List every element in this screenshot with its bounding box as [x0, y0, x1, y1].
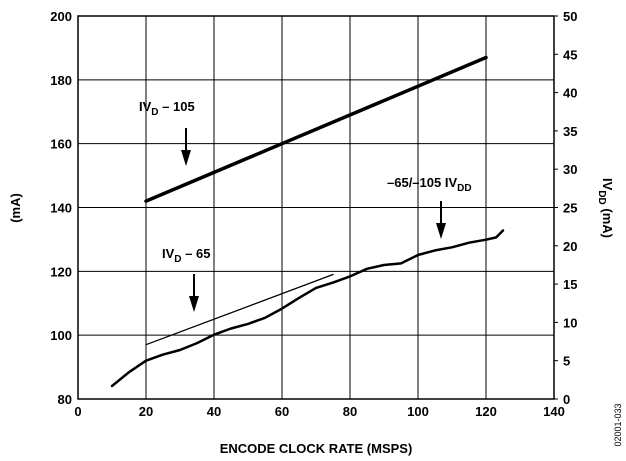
annotation-ivd-105: IVD – 105 — [139, 99, 195, 118]
y-tick-label: 120 — [50, 264, 72, 279]
series-ivd-65-line — [145, 273, 334, 346]
x-tick-label: 80 — [343, 404, 357, 419]
y2-axis-title-main: IV — [600, 178, 615, 191]
x-tick-label: 0 — [74, 404, 81, 419]
y-tick-label: 100 — [50, 328, 72, 343]
gridlines — [78, 16, 554, 399]
annotation-ivd-105-tail: – 105 — [159, 99, 195, 114]
figure-id: 02001-033 — [613, 403, 623, 446]
y2-tick-label: 45 — [563, 47, 577, 62]
x-axis-tick-labels: 0 20 40 60 80 100 120 140 — [74, 404, 564, 419]
x-tick-label: 140 — [543, 404, 565, 419]
y2-tick-label: 40 — [563, 86, 577, 101]
y2-tick-label: 10 — [563, 315, 577, 330]
annotation-ivd-65-main: IV — [162, 246, 175, 261]
y-axis-title: (mA) — [8, 193, 23, 223]
y2-tick-label: 30 — [563, 162, 577, 177]
annotation-ivdd-sub: DD — [457, 183, 471, 194]
data-series — [110, 55, 505, 388]
series-ivd-105-line — [144, 55, 488, 203]
x-tick-label: 120 — [475, 404, 497, 419]
y2-tick-label: 5 — [563, 354, 570, 369]
x-tick-label: 100 — [407, 404, 429, 419]
annotation-ivd-105-sub: D — [151, 107, 158, 118]
x-tick-label: 40 — [207, 404, 221, 419]
annotation-ivd-65-sub: D — [174, 254, 181, 265]
y-tick-label: 140 — [50, 201, 72, 216]
y2-tick-label: 0 — [563, 392, 570, 407]
series-ivdd-line — [110, 229, 505, 388]
y2-tick-label: 25 — [563, 201, 577, 216]
y2-axis-title: IVDD (mA) — [596, 178, 615, 238]
x-axis-title: ENCODE CLOCK RATE (MSPS) — [220, 441, 413, 456]
annotation-ivd-105-main: IV — [139, 99, 152, 114]
y2-tick-label: 20 — [563, 239, 577, 254]
annotation-ivd-65: IVD – 65 — [162, 246, 210, 265]
y2-axis-title-tail: (mA) — [600, 205, 615, 238]
annotation-ivd-65-tail: – 65 — [182, 246, 211, 261]
x-tick-label: 60 — [275, 404, 289, 419]
x-tick-label: 20 — [139, 404, 153, 419]
arrow-ivdd — [436, 201, 446, 239]
arrow-ivd-65 — [189, 274, 199, 312]
y-tick-label: 80 — [58, 392, 72, 407]
y-tick-label: 200 — [50, 9, 72, 24]
annotation-ivdd-main: –65/–105 IV — [387, 175, 457, 190]
y2-tick-label: 50 — [563, 9, 577, 24]
y2-tick-label: 15 — [563, 277, 577, 292]
left-axis-tick-labels: 80 100 120 140 160 180 200 — [50, 9, 72, 407]
y-tick-label: 160 — [50, 137, 72, 152]
annotation-ivdd: –65/–105 IVDD — [387, 175, 472, 194]
arrow-ivd-105 — [181, 128, 191, 166]
y-tick-label: 180 — [50, 73, 72, 88]
y2-axis-title-sub: DD — [596, 190, 607, 204]
y2-tick-label: 35 — [563, 124, 577, 139]
right-axis-tick-labels: 0 5 10 15 20 25 30 35 40 45 50 — [554, 9, 577, 407]
